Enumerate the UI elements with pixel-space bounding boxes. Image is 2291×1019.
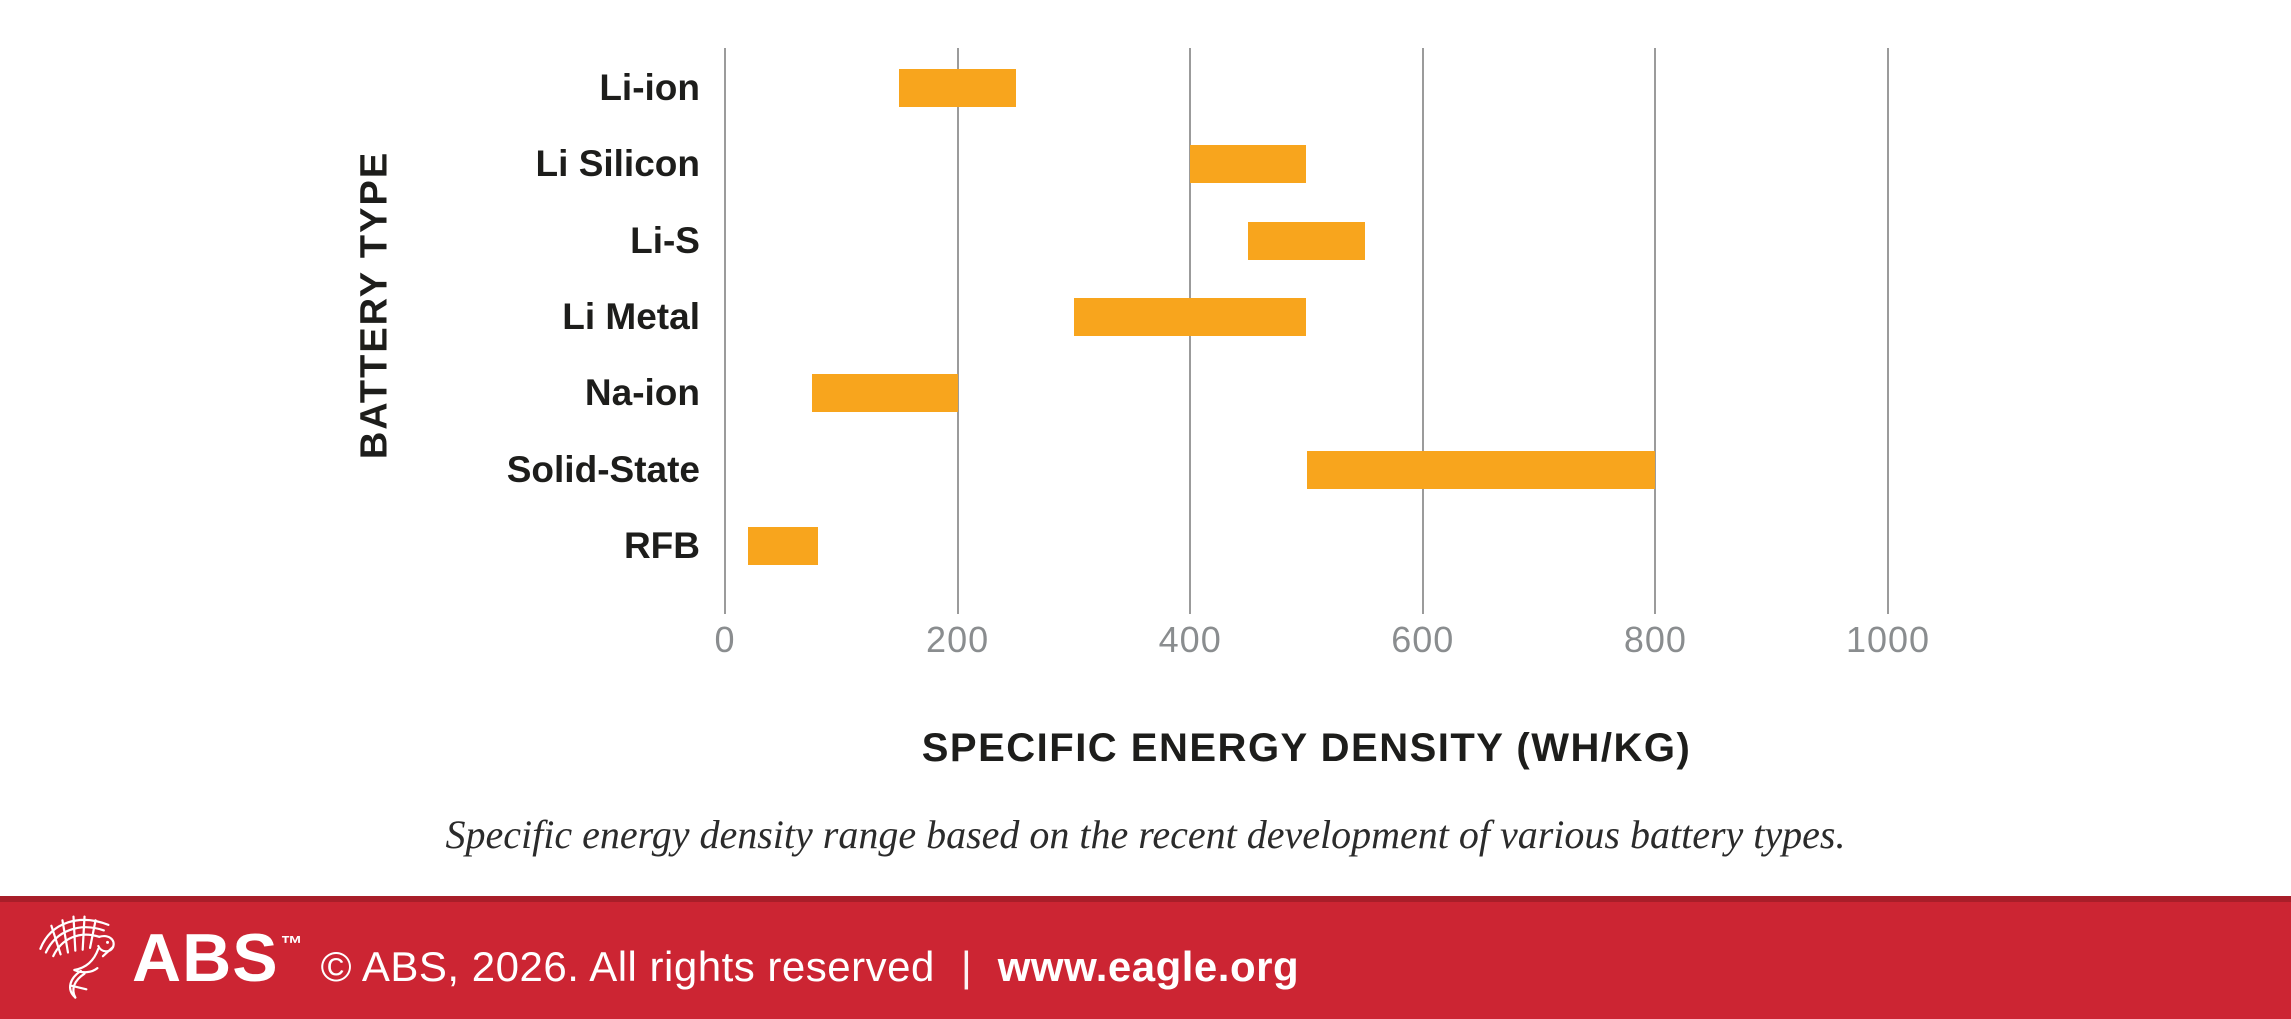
x-tick-label-600: 600 xyxy=(1391,619,1455,660)
plot-area xyxy=(724,48,1889,614)
chart-caption: Specific energy density range based on t… xyxy=(445,812,1846,857)
bar-row-solid-state xyxy=(725,431,1888,507)
gridline-x-200 xyxy=(956,48,959,614)
range-bar-li-metal xyxy=(1073,297,1307,336)
range-bar-rfb xyxy=(748,526,819,565)
x-tick-label-200: 200 xyxy=(926,619,990,660)
bar-rows xyxy=(725,50,1888,584)
footer-text: ABS ™ © ABS, 2026. All rights reserved |… xyxy=(126,919,1299,997)
bar-row-na-ion xyxy=(725,355,1888,431)
x-tick-label-0: 0 xyxy=(714,619,736,660)
range-bar-li-silicon xyxy=(1190,145,1307,184)
bar-row-li-s xyxy=(725,203,1888,279)
abs-eagle-logo-icon xyxy=(39,914,115,999)
range-bar-solid-state xyxy=(1306,450,1656,489)
gridline-x-0 xyxy=(724,48,726,614)
bar-row-rfb xyxy=(725,508,1888,584)
x-axis-ticks: 0 200 400 600 800 1000 xyxy=(714,616,1929,664)
copyright-text: © ABS, 2026. All rights reserved xyxy=(320,942,935,990)
x-axis-title: SPECIFIC ENERGY DENSITY (WH/KG) xyxy=(921,726,1692,770)
category-label-li-s: Li-S xyxy=(630,219,700,261)
bar-row-li-silicon xyxy=(725,126,1888,202)
category-label-li-silicon: Li Silicon xyxy=(535,143,700,185)
category-labels: Li-ion Li Silicon Li-S Li Metal Na-ion Solid-… xyxy=(400,50,700,584)
category-label-li-ion: Li-ion xyxy=(599,67,700,109)
x-tick-label-400: 400 xyxy=(1158,619,1222,660)
range-bar-li-ion xyxy=(899,69,1016,108)
bar-row-li-metal xyxy=(725,279,1888,355)
trademark-symbol: ™ xyxy=(280,930,303,956)
footer-bar: ABS ™ © ABS, 2026. All rights reserved |… xyxy=(0,896,2291,1019)
website-link[interactable]: www.eagle.org xyxy=(997,942,1300,990)
abs-wordmark: ABS xyxy=(132,919,279,996)
category-label-li-metal: Li Metal xyxy=(562,295,700,337)
category-label-solid-state: Solid-State xyxy=(506,448,700,490)
gridline-x-800 xyxy=(1654,48,1657,614)
x-tick-label-800: 800 xyxy=(1623,619,1687,660)
range-bar-na-ion xyxy=(812,374,958,413)
gridline-x-1000 xyxy=(1887,48,1889,614)
footer-separator: | xyxy=(960,942,972,990)
category-label-rfb: RFB xyxy=(623,524,700,566)
range-bar-li-s xyxy=(1248,221,1365,260)
gridline-x-600 xyxy=(1421,48,1424,614)
x-tick-label-1000: 1000 xyxy=(1845,619,1931,660)
y-axis-title: BATTERY TYPE xyxy=(353,150,396,460)
category-label-na-ion: Na-ion xyxy=(584,372,700,414)
bar-row-li-ion xyxy=(725,50,1888,126)
